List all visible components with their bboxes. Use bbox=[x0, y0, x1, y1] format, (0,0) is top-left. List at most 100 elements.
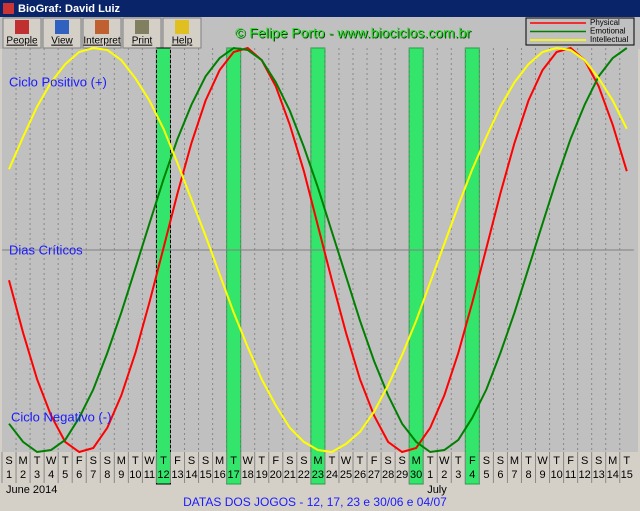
weekday-label: T bbox=[258, 455, 265, 467]
day-label: 2 bbox=[20, 469, 26, 481]
day-label: 16 bbox=[213, 469, 225, 481]
day-label: 6 bbox=[76, 469, 82, 481]
weekday-label: W bbox=[243, 455, 254, 467]
weekday-label: S bbox=[188, 455, 195, 467]
day-label: 29 bbox=[396, 469, 408, 481]
day-label: 9 bbox=[539, 469, 545, 481]
weekday-label: T bbox=[553, 455, 560, 467]
toolbar-button[interactable]: Help bbox=[162, 17, 202, 49]
weekday-label: M bbox=[117, 455, 126, 467]
weekday-label: F bbox=[567, 455, 574, 467]
day-label: 10 bbox=[129, 469, 141, 481]
toolbar-buttons: People View Interpret Print Help bbox=[2, 17, 202, 49]
weekday-label: T bbox=[62, 455, 69, 467]
button-icon[interactable] bbox=[135, 20, 149, 34]
button-label[interactable]: Interpret bbox=[83, 36, 120, 47]
weekday-label: S bbox=[483, 455, 490, 467]
weekday-label: T bbox=[160, 455, 167, 467]
day-label: 11 bbox=[565, 469, 576, 481]
day-label: 8 bbox=[525, 469, 531, 481]
month-label: July bbox=[427, 484, 447, 496]
weekday-label: S bbox=[90, 455, 97, 467]
series-line bbox=[8, 46, 628, 454]
plot: S1M2T3W4T5F6S7S8M9T10W11T12F13S14S15M16T… bbox=[1, 46, 634, 496]
status-bar bbox=[0, 495, 640, 511]
day-label: 28 bbox=[382, 469, 394, 481]
button-label[interactable]: People bbox=[6, 36, 38, 47]
critical-day-band bbox=[310, 47, 326, 485]
weekday-label: S bbox=[300, 455, 307, 467]
weekday-label: S bbox=[581, 455, 588, 467]
negative-label: Ciclo Negativo (-) bbox=[11, 409, 111, 424]
weekday-label: M bbox=[18, 455, 27, 467]
day-label: 30 bbox=[410, 469, 422, 481]
toolbar-button[interactable]: Interpret bbox=[82, 17, 122, 49]
day-label: 22 bbox=[298, 469, 310, 481]
weekday-label: T bbox=[34, 455, 41, 467]
weekday-label: T bbox=[623, 455, 630, 467]
window-title: BioGraf: David Luiz bbox=[18, 3, 121, 15]
weekday-label: T bbox=[357, 455, 364, 467]
weekday-label: W bbox=[439, 455, 450, 467]
button-icon[interactable] bbox=[15, 20, 29, 34]
day-label: 4 bbox=[48, 469, 54, 481]
legend-label: Intellectual bbox=[590, 35, 628, 44]
weekday-label: S bbox=[286, 455, 293, 467]
button-icon[interactable] bbox=[55, 20, 69, 34]
legend-label: Physical bbox=[590, 18, 620, 27]
day-label: 26 bbox=[354, 469, 366, 481]
button-label[interactable]: View bbox=[51, 36, 73, 47]
day-label: 7 bbox=[90, 469, 96, 481]
watermark: © Felipe Porto - www.biociclos.com.br bbox=[235, 25, 471, 41]
critical-day-band bbox=[155, 47, 171, 485]
day-label: 5 bbox=[483, 469, 489, 481]
status-text: DATAS DOS JOGOS - 12, 17, 23 e 30/06 e 0… bbox=[183, 495, 447, 509]
series-line bbox=[8, 46, 628, 454]
toolbar-button[interactable]: People bbox=[2, 17, 42, 49]
critical-day-band bbox=[408, 47, 424, 485]
weekday-label: M bbox=[510, 455, 519, 467]
weekday-label: F bbox=[272, 455, 279, 467]
day-label: 17 bbox=[228, 469, 240, 481]
weekday-label: F bbox=[76, 455, 83, 467]
day-label: 15 bbox=[199, 469, 211, 481]
weekday-label: S bbox=[497, 455, 504, 467]
weekday-label: F bbox=[174, 455, 181, 467]
day-label: 21 bbox=[284, 469, 296, 481]
title-bar bbox=[0, 0, 640, 17]
weekday-label: S bbox=[202, 455, 209, 467]
day-label: 12 bbox=[579, 469, 591, 481]
day-label: 13 bbox=[593, 469, 605, 481]
day-label: 18 bbox=[242, 469, 254, 481]
day-label: 1 bbox=[6, 469, 12, 481]
toolbar-button[interactable]: Print bbox=[122, 17, 162, 49]
day-label: 11 bbox=[144, 469, 155, 481]
day-label: 13 bbox=[171, 469, 183, 481]
positive-label: Ciclo Positivo (+) bbox=[9, 74, 107, 89]
month-label: June 2014 bbox=[6, 484, 57, 496]
weekday-label: M bbox=[215, 455, 224, 467]
day-label: 6 bbox=[497, 469, 503, 481]
weekday-label: T bbox=[329, 455, 336, 467]
button-icon[interactable] bbox=[175, 20, 189, 34]
weekday-label: M bbox=[313, 455, 322, 467]
day-label: 4 bbox=[469, 469, 475, 481]
button-label[interactable]: Print bbox=[132, 36, 153, 47]
weekday-label: M bbox=[608, 455, 617, 467]
day-label: 24 bbox=[326, 469, 338, 481]
weekday-label: F bbox=[469, 455, 476, 467]
day-label: 14 bbox=[607, 469, 619, 481]
toolbar-button[interactable]: View bbox=[42, 17, 82, 49]
day-label: 3 bbox=[34, 469, 40, 481]
day-label: 3 bbox=[455, 469, 461, 481]
weekday-label: W bbox=[341, 455, 352, 467]
weekday-label: T bbox=[455, 455, 462, 467]
day-label: 5 bbox=[62, 469, 68, 481]
weekday-label: T bbox=[525, 455, 532, 467]
button-label[interactable]: Help bbox=[172, 36, 193, 47]
day-label: 10 bbox=[550, 469, 562, 481]
day-label: 23 bbox=[312, 469, 324, 481]
button-icon[interactable] bbox=[95, 20, 109, 34]
series-line bbox=[8, 46, 628, 454]
